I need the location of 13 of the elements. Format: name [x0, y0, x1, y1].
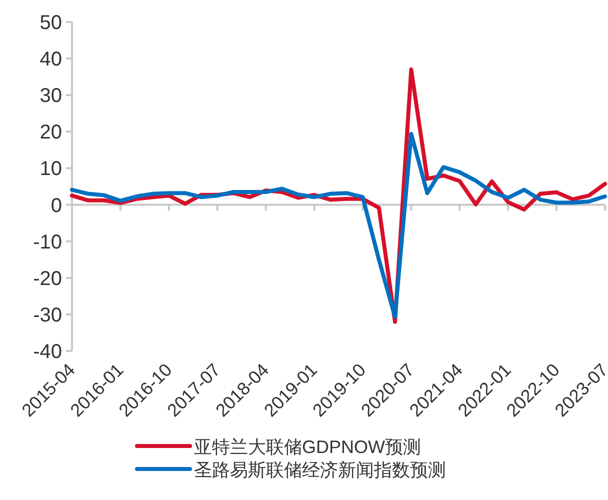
legend-label: 圣路易斯联储经济新闻指数预测: [194, 460, 446, 480]
y-tick-label: 30: [40, 85, 62, 108]
y-tick-label: 10: [40, 158, 62, 180]
y-tick-label: -40: [33, 341, 62, 363]
y-tick-label: 40: [40, 48, 62, 71]
y-tick-label: 0: [50, 194, 62, 217]
y-tick-label: 20: [40, 122, 62, 144]
y-tick-label: -10: [33, 231, 62, 254]
y-tick-label: 50: [40, 12, 62, 34]
y-tick-label: -20: [33, 268, 62, 290]
legend-label: 亚特兰大联储GDPNOW预测: [194, 437, 421, 457]
y-tick-label: -30: [33, 304, 62, 326]
line-series: [70, 132, 607, 319]
